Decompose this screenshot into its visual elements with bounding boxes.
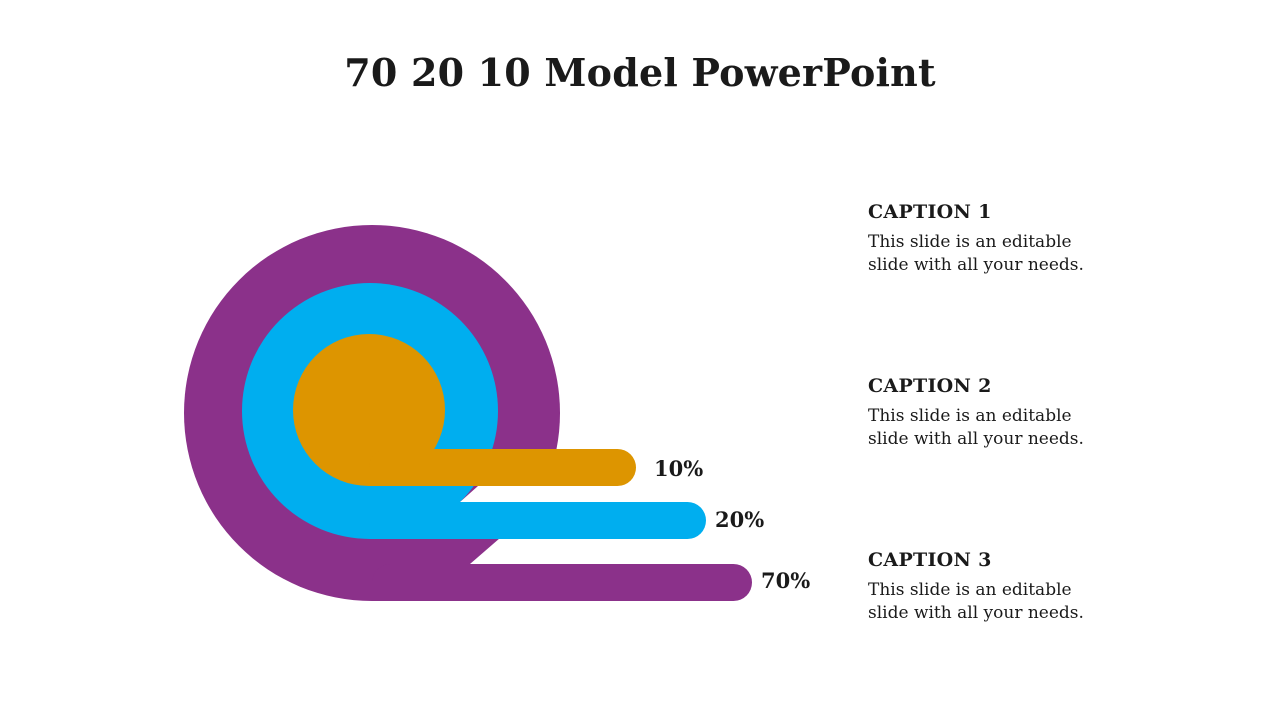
caption-3: CAPTION 3 This slide is an editable slid… xyxy=(868,549,1168,625)
label-70: 70% xyxy=(761,568,810,593)
caption-1: CAPTION 1 This slide is an editable slid… xyxy=(868,201,1168,277)
ring-10-disc xyxy=(293,334,445,486)
caption-1-title: CAPTION 1 xyxy=(868,201,992,223)
caption-2-title: CAPTION 2 xyxy=(868,375,992,397)
bar-10 xyxy=(369,449,636,486)
bar-70 xyxy=(372,564,752,601)
caption-3-text: This slide is an editable slide with all… xyxy=(868,580,1084,623)
bar-20 xyxy=(370,502,706,539)
ring-10 xyxy=(293,334,636,486)
page-title: 70 20 10 Model PowerPoint xyxy=(344,50,936,95)
caption-1-text: This slide is an editable slide with all… xyxy=(868,232,1084,275)
caption-2: CAPTION 2 This slide is an editable slid… xyxy=(868,375,1168,451)
caption-3-title: CAPTION 3 xyxy=(868,549,992,571)
caption-2-text: This slide is an editable slide with all… xyxy=(868,406,1084,449)
label-10: 10% xyxy=(654,456,703,481)
label-20: 20% xyxy=(715,507,764,532)
